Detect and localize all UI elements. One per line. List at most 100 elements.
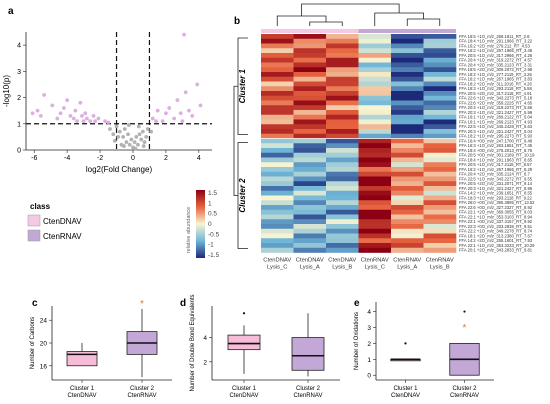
heatmap-row-label: FFA 22:1 +1O_m/z_353.3233_RT_10.29: [459, 243, 535, 248]
double-bonds-y-label: Number of Double Bond Equivalents: [190, 294, 196, 391]
heatmap-cell: [293, 233, 327, 239]
double-bonds-x-tick-label: CtenRNAV: [294, 393, 323, 399]
heatmap-cell: [261, 133, 294, 139]
heatmap-cell: [261, 162, 294, 168]
heatmap-cell: [326, 167, 359, 173]
heatmap-cell: [326, 247, 359, 253]
heatmap-cell: [261, 86, 294, 92]
heatmap-cell: [358, 233, 392, 239]
heatmap-cell: [423, 214, 457, 220]
heatmap-cell: [293, 76, 327, 82]
cluster-1-label: Cluster 1: [238, 69, 247, 104]
carbons-y-tick-label: 24: [40, 318, 48, 325]
heatmap-cell: [261, 119, 294, 125]
heatmap-cell: [391, 119, 424, 125]
heatmap-row-label: FFA 14:2 +1O_m/z_239.1651_RT_8.55: [459, 191, 533, 196]
heatmap-cell: [358, 224, 392, 230]
heatmap-cell: [391, 133, 424, 139]
heatmap-cell: [261, 209, 294, 215]
volcano-point: [136, 142, 140, 147]
heatmap-cell: [358, 86, 392, 92]
volcano-point: [175, 98, 180, 103]
carbons-y-tick-label: 20: [40, 341, 48, 348]
heatmap-cell: [293, 181, 327, 187]
heatmap-cell: [261, 214, 294, 220]
volcano-point: [80, 114, 84, 118]
heatmap-cell: [358, 219, 392, 225]
volcano-point: [133, 146, 138, 151]
heatmap-cell: [326, 76, 359, 82]
heatmap-cell: [358, 171, 392, 177]
heatmap-cell: [261, 57, 294, 63]
heatmap-cell: [423, 110, 457, 116]
volcano-point: [50, 103, 55, 108]
heatmap-row-label: FFA 16:1 +1O_m/z_269.2123_RT_4.93: [459, 119, 533, 124]
heatmap-cell: [293, 214, 327, 220]
heatmap-row-label: FFA 22:6 +1O_m/z_343.2273_RT_5.18: [459, 96, 533, 101]
heatmap-cell: [423, 100, 457, 106]
heatmap-cell: [261, 247, 294, 253]
volcano-point: [61, 106, 66, 110]
heatmap-cell: [293, 148, 327, 154]
volcano-y-label: -log10(p): [2, 75, 11, 107]
double-bonds-x-tick-label: Cluster 2: [296, 386, 321, 392]
col-dendrogram: [309, 21, 343, 26]
col-dendrogram: [276, 15, 327, 26]
heatmap-row-label: FFA 18:3 +1O_m/z_293.2118_RT_9.22: [459, 195, 532, 200]
legend-label-rnav: CtenRNAV: [43, 232, 82, 241]
heatmap-cell: [358, 200, 392, 206]
volcano-point: [198, 103, 203, 108]
heatmap-cell: [326, 181, 359, 187]
heatmap-class-cell: [293, 29, 326, 33]
heatmap-cell: [358, 124, 392, 130]
heatmap-cell: [391, 62, 424, 68]
carbons-x-tick-label: Cluster 1: [70, 386, 95, 392]
heatmap-row-label: FFA 16:2 +1O_m/z_267.1966_RT_3.46: [459, 48, 533, 53]
double-bonds-y-tick-label: 4: [203, 335, 207, 342]
heatmap-cell: [358, 119, 392, 125]
heatmap-column-label: Lysis_C: [267, 265, 287, 271]
heatmap-cell: [261, 238, 294, 244]
heatmap-class-cell: [326, 29, 359, 33]
heatmap-cell: [261, 72, 294, 78]
heatmap-cell: [261, 205, 294, 211]
heatmap-row-label: FFA 22:5 +1O_m/z_345.2428_RT_5.63: [459, 124, 533, 129]
volcano-point: [124, 140, 129, 145]
oxidations-outlier: [404, 342, 407, 345]
heatmap-cell: [423, 48, 457, 54]
heatmap-row-label: FFA 14:2 +2O_m/z_255.1601_RT_7.93: [459, 238, 533, 243]
heatmap-cell: [423, 81, 457, 87]
volcano-point: [145, 127, 150, 131]
heatmap-cell: [326, 214, 359, 220]
heatmap-cell: [391, 224, 424, 230]
heatmap-row-label: FFA 20:5 +2O_m/z_317.2118_RT_4.91: [459, 91, 532, 96]
heatmap-cell: [326, 105, 359, 111]
volcano-y-tick-label: 0: [17, 148, 21, 155]
heatmap-cell: [358, 157, 392, 163]
heatmap-cell: [391, 200, 424, 206]
heatmap-cell: [293, 105, 327, 111]
volcano-point: [122, 127, 127, 131]
volcano-point: [112, 138, 117, 143]
heatmap-row-label: FFA 22:6 +2O_m/z_359.2225_RT_4.65: [459, 100, 533, 105]
oxidations-x-tick-label: CtenRNAV: [450, 393, 479, 399]
heatmap-cell: [391, 205, 424, 211]
heatmap-row-label: FFA 20:5 +1O_m/z_317.2118_RT_8.57: [459, 162, 532, 167]
panel-label-e: e: [354, 298, 360, 309]
carbons-x-tick-label: Cluster 2: [130, 386, 155, 392]
heatmap-cell: [326, 81, 359, 87]
heatmap-column-label: CtenRNAV: [361, 258, 389, 264]
heatmap-cell: [358, 100, 392, 106]
heatmap-cell: [423, 219, 457, 225]
heatmap-class-cell: [391, 29, 424, 33]
heatmap-cell: [293, 190, 327, 196]
heatmap-cell: [326, 162, 359, 168]
heatmap-row-label: FFA 18:4 +1O_m/z_291.1966_RT_3.22: [459, 39, 533, 44]
heatmap-cell: [391, 124, 424, 130]
volcano-y-tick-label: 4: [17, 43, 21, 50]
heatmap-cell: [293, 91, 327, 97]
heatmap-cell: [261, 100, 294, 106]
heatmap-cell: [358, 34, 392, 40]
heatmap-cell: [391, 81, 424, 87]
heatmap-cell: [293, 100, 327, 106]
